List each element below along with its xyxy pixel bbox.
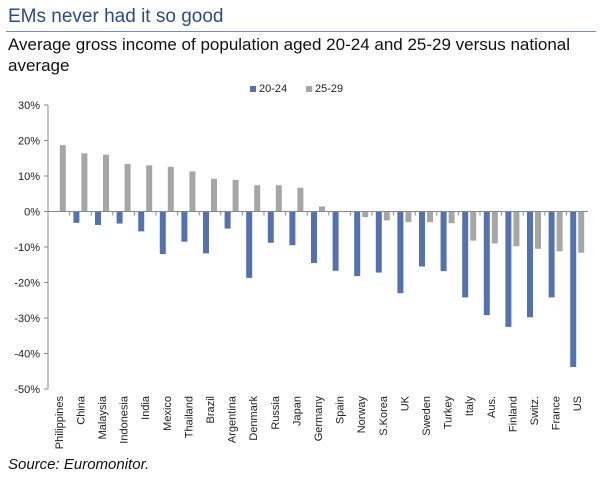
bar-25-29-India [146, 165, 153, 212]
bar-25-29-Japan [297, 187, 304, 212]
bar-20-24-Brazil [203, 211, 209, 254]
x-tick-label: Philippines [54, 396, 66, 450]
x-tick-label: Argentina [227, 395, 239, 443]
x-tick-label: Brazil [205, 396, 217, 424]
bar-25-29-Mexico [167, 166, 174, 212]
bar-25-29-Turkey [448, 211, 455, 224]
bar-20-24-Indonesia [116, 211, 123, 224]
x-tick-label: India [140, 395, 152, 420]
chart-title: EMs never had it so good [8, 6, 224, 27]
bar-25-29-Finland [513, 211, 520, 247]
bar-chart: 20-24 25-29 30% 20% 10% 0% -10% -20% -30% -40% -50… [14, 83, 588, 450]
x-tick-label: China [75, 395, 87, 425]
x-tick-label: Malaysia [97, 395, 109, 439]
x-tick-label: France [551, 396, 563, 430]
y-tick-label: -50% [14, 384, 40, 396]
bar-25-29-China [81, 153, 88, 212]
bar-25-29-Indonesia [124, 163, 131, 212]
x-tick-label: Sweden [421, 396, 433, 436]
source-note: Source: Euromonitor. [8, 456, 150, 473]
x-tick-label: Switz. [529, 396, 541, 425]
chart-subtitle: Average gross income of population aged … [8, 35, 571, 75]
bar-20-24-Germany [311, 211, 317, 263]
bar-20-24-Malaysia [95, 211, 101, 225]
bar-25-29-Malaysia [103, 154, 109, 212]
bar-20-24-UK [397, 211, 404, 294]
bar-20-24-Thailand [181, 211, 188, 242]
x-tick-label: Italy [464, 396, 476, 417]
bar-20-24-Norway [354, 211, 361, 277]
bar-25-29-Italy [470, 211, 477, 241]
y-tick-label: 0% [24, 207, 40, 219]
bar-20-24-China [73, 211, 80, 223]
x-tick-label: UK [399, 395, 411, 411]
x-tick-label: Russia [270, 395, 282, 430]
x-tick-label: S.Korea [378, 395, 390, 436]
legend-label-20-24: 20-24 [259, 83, 287, 95]
x-tick-label: Finland [507, 396, 519, 432]
bar-20-24-Sweden [419, 211, 425, 267]
bar-25-29-Switz. [535, 211, 541, 249]
bar-20-24-France [548, 211, 555, 298]
x-tick-label: Germany [313, 396, 325, 442]
bar-20-24-Denmark [246, 211, 253, 278]
bar-20-24-Russia [267, 211, 274, 243]
bar-25-29-Denmark [254, 185, 261, 212]
bar-25-29-US [578, 211, 585, 253]
bar-20-24-S.Korea [375, 211, 382, 273]
x-tick-label: Indonesia [119, 395, 131, 444]
bar-20-24-Finland [505, 211, 512, 327]
x-tick-label: Spain [335, 396, 347, 424]
bar-25-29-Aus. [491, 211, 498, 244]
y-tick-label: 30% [18, 100, 40, 112]
bar-20-24-Japan [289, 211, 296, 246]
x-tick-label: Aus. [486, 396, 498, 418]
x-tick-label: Japan [291, 396, 303, 426]
bar-25-29-Brazil [211, 178, 217, 212]
x-tick-label: US [572, 396, 584, 411]
bar-25-29-UK [405, 211, 412, 223]
bar-20-24-Italy [462, 211, 469, 298]
bar-25-29-Sweden [427, 211, 433, 223]
bar-20-24-Turkey [440, 211, 447, 272]
legend-label-25-29: 25-29 [315, 83, 343, 95]
x-tick-label: Mexico [162, 396, 174, 431]
x-tick-label: Norway [356, 396, 368, 434]
bar-20-24-Mexico [159, 211, 166, 255]
y-tick-label: 20% [18, 136, 40, 148]
bar-20-24-US [570, 211, 577, 367]
bar-20-24-Switz. [527, 211, 533, 318]
bar-20-24-India [138, 211, 145, 232]
bar-25-29-Thailand [189, 171, 196, 212]
legend-swatch-20-24 [250, 86, 256, 92]
bar-20-24-Spain [332, 211, 339, 271]
bar-25-29-Russia [275, 185, 282, 212]
bar-25-29-S.Korea [383, 211, 390, 221]
bar-20-24-Argentina [224, 211, 231, 229]
bar-25-29-Germany [319, 206, 325, 212]
bar-25-29-Norway [362, 211, 369, 218]
x-tick-label: Denmark [248, 396, 260, 441]
y-tick-label: -30% [14, 313, 40, 325]
legend-swatch-25-29 [306, 86, 312, 92]
y-tick-label: -20% [14, 278, 40, 290]
bar-25-29-France [556, 211, 563, 252]
y-tick-label: 10% [18, 171, 40, 183]
x-tick-label: Thailand [183, 396, 195, 438]
bar-25-29-Argentina [232, 179, 239, 212]
bar-20-24-Aus. [483, 211, 490, 316]
x-tick-label: Turkey [443, 396, 455, 430]
y-tick-label: -40% [14, 349, 40, 361]
bar-25-29-Philippines [59, 145, 66, 212]
y-tick-label: -10% [14, 242, 40, 254]
title-divider [6, 31, 596, 32]
